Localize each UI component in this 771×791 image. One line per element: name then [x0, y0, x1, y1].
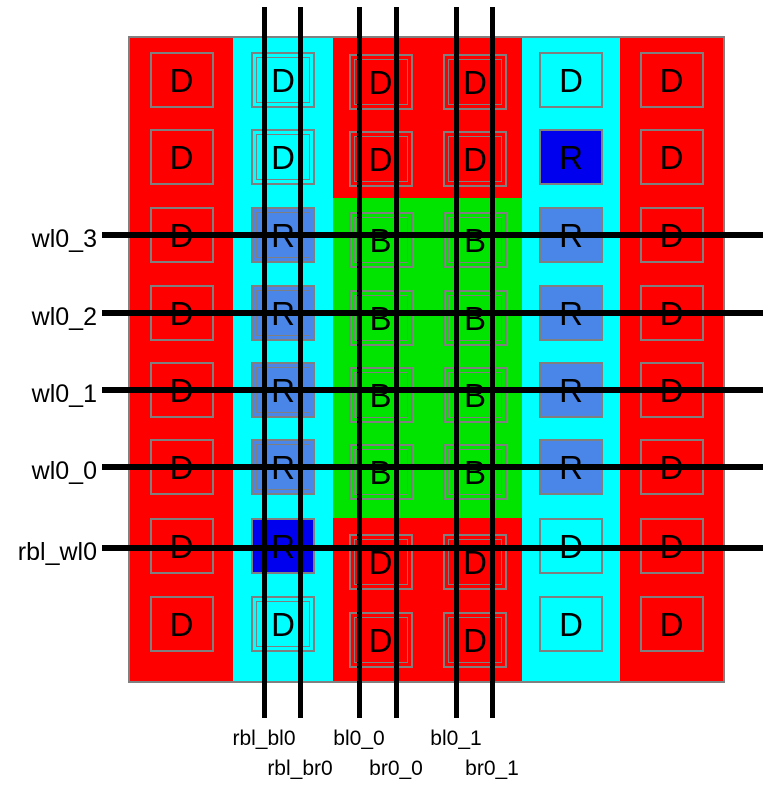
- wordline-label-rbl_wl0: rbl_wl0: [17, 538, 97, 566]
- cell-letter: D: [659, 138, 684, 176]
- array-cell-d: D: [443, 612, 507, 668]
- cell-letter: D: [368, 543, 393, 581]
- array-cell-d: D: [251, 52, 315, 108]
- array-cell-d: D: [149, 52, 214, 108]
- cell-letter: B: [369, 453, 392, 491]
- array-cell-d: D: [443, 534, 507, 590]
- bitline-label-br0_1: br0_1: [465, 757, 519, 780]
- cell-letter: D: [463, 63, 487, 101]
- array-cell-b: B: [443, 444, 507, 500]
- cell-letter: R: [559, 138, 583, 176]
- array-cell-b: B: [443, 212, 507, 268]
- array-cell-d: D: [348, 534, 413, 590]
- wordline-label-wl0_3: wl0_3: [31, 225, 97, 253]
- array-cell-d: D: [639, 52, 704, 108]
- wordline-wl0_3: [102, 232, 763, 238]
- array-cell-d: D: [251, 129, 315, 185]
- cell-letter: D: [169, 138, 194, 176]
- cell-letter: B: [369, 221, 392, 259]
- array-cell-d: D: [348, 54, 413, 110]
- bitline-label-br0_0: br0_0: [369, 757, 423, 780]
- array-cell-d: D: [348, 612, 413, 668]
- array-cell-b: B: [443, 290, 507, 346]
- wordline-label-wl0_0: wl0_0: [31, 457, 97, 485]
- array-cell-d: D: [443, 54, 507, 110]
- cell-letter: D: [368, 621, 393, 659]
- bitline-br0_1: [490, 7, 495, 718]
- cell-letter: D: [271, 605, 295, 643]
- wordline-wl0_2: [102, 310, 763, 316]
- cell-letter: D: [559, 605, 583, 643]
- wordline-wl0_0: [102, 464, 763, 470]
- bitline-label-bl0_0: bl0_0: [333, 727, 385, 750]
- wordline-rbl_wl0: [102, 545, 763, 551]
- bitline-bl0_0: [357, 7, 362, 718]
- array-cell-d: D: [539, 596, 603, 652]
- array-cell-r: R: [539, 129, 603, 185]
- cell-letter: D: [463, 543, 487, 581]
- bitline-rbl_bl0: [262, 7, 267, 718]
- wordline-label-wl0_1: wl0_1: [31, 380, 97, 408]
- cell-letter: D: [169, 61, 194, 99]
- bitline-br0_0: [394, 7, 399, 718]
- cell-letter: B: [463, 221, 486, 259]
- cell-letter: D: [271, 61, 295, 99]
- cell-letter: D: [169, 605, 194, 643]
- bitline-label-rbl_bl0: rbl_bl0: [232, 727, 296, 750]
- cell-letter: D: [271, 138, 295, 176]
- array-cell-d: D: [149, 596, 214, 652]
- cell-letter: D: [368, 63, 393, 101]
- array-cell-d: D: [149, 129, 214, 185]
- cell-letter: D: [368, 140, 393, 178]
- cell-letter: B: [369, 376, 392, 414]
- array-cell-b: B: [348, 444, 413, 500]
- bitline-rbl_br0: [298, 7, 303, 718]
- bitline-label-bl0_1: bl0_1: [430, 727, 482, 750]
- array-outline: [128, 36, 725, 683]
- array-cell-b: B: [348, 367, 413, 423]
- array-cell-d: D: [348, 131, 413, 187]
- bitline-bl0_1: [454, 7, 459, 718]
- cell-letter: B: [463, 299, 486, 337]
- array-cell-d: D: [639, 596, 704, 652]
- array-cell-d: D: [639, 129, 704, 185]
- cell-letter: D: [659, 605, 684, 643]
- array-cell-d: D: [443, 131, 507, 187]
- cell-letter: D: [463, 140, 487, 178]
- wordline-label-wl0_2: wl0_2: [31, 303, 97, 331]
- cell-letter: D: [559, 61, 583, 99]
- array-cell-b: B: [348, 212, 413, 268]
- cell-letter: D: [659, 61, 684, 99]
- array-cell-d: D: [251, 596, 315, 652]
- bitline-label-rbl_br0: rbl_br0: [267, 757, 333, 780]
- cell-letter: B: [369, 299, 392, 337]
- cell-letter: B: [463, 453, 486, 491]
- array-cell-b: B: [443, 367, 507, 423]
- cell-letter: D: [463, 621, 487, 659]
- array-cell-d: D: [539, 52, 603, 108]
- wordline-wl0_1: [102, 387, 763, 393]
- cell-letter: B: [463, 376, 486, 414]
- array-cell-b: B: [348, 290, 413, 346]
